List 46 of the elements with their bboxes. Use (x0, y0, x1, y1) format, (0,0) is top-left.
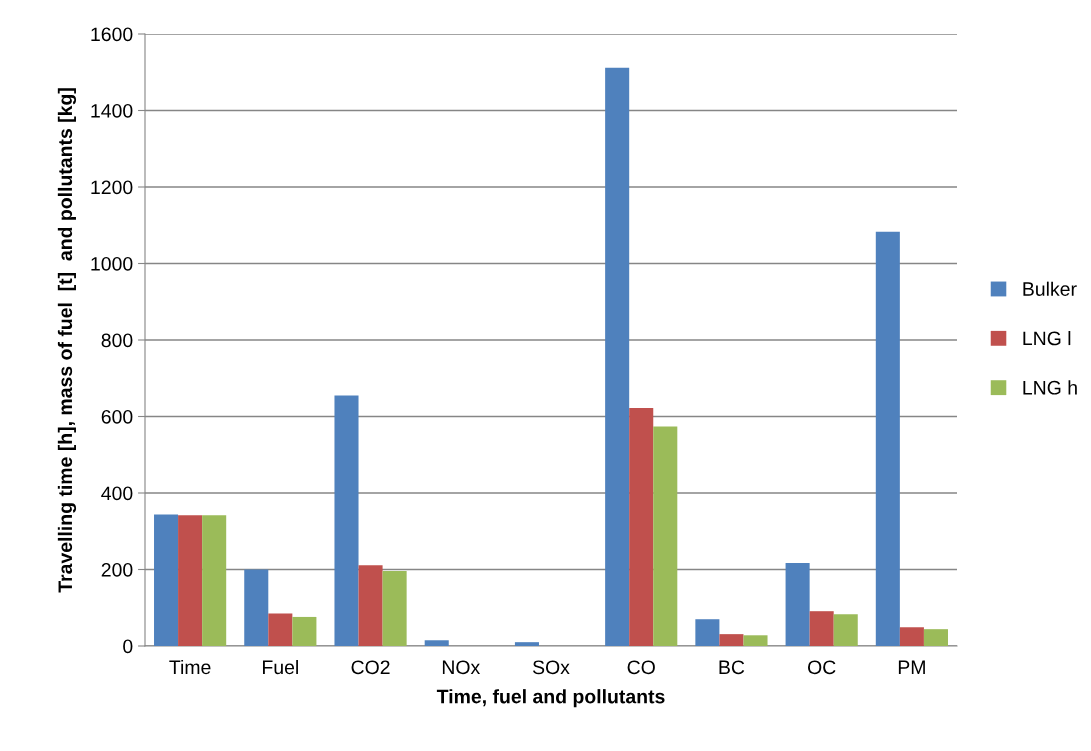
y-axis-title: Travelling time [h], mass of fuel [t] and pollutants [kg] (57, 88, 77, 593)
bar (629, 408, 654, 646)
bar (268, 613, 293, 646)
y-tick-label: 400 (101, 486, 133, 501)
x-tick-label: PM (898, 660, 925, 674)
y-tick-label: 1000 (91, 256, 133, 271)
bar (743, 635, 768, 646)
x-tick-label: OC (808, 660, 836, 675)
y-tick-label: 200 (101, 562, 133, 577)
bar (695, 619, 720, 646)
x-tick-label: CO2 (351, 660, 390, 675)
y-tick-label: 600 (101, 409, 133, 424)
bar (923, 629, 948, 646)
bar (899, 627, 924, 646)
bar (292, 616, 317, 646)
bar (178, 515, 203, 646)
x-tick-label: Time (169, 659, 211, 675)
bar (424, 640, 449, 646)
x-tick-label: CO (627, 660, 655, 675)
bar (653, 426, 678, 646)
bar (244, 569, 269, 646)
bar (334, 395, 359, 646)
x-axis-title: Time, fuel and pollutants (436, 689, 665, 708)
bar (605, 67, 630, 646)
y-tick-label: 800 (101, 333, 133, 348)
y-tick-label: 1200 (91, 180, 133, 195)
bar (719, 634, 744, 646)
legend-label: Bulker (1023, 281, 1077, 296)
x-tick-label: SOx (532, 660, 570, 675)
y-tick-label: 0 (123, 639, 133, 654)
bar (154, 514, 179, 646)
x-tick-label: Fuel (263, 659, 298, 675)
legend-label: LNG l (1023, 330, 1071, 346)
bar (875, 231, 900, 646)
bar (514, 642, 539, 646)
legend-label: LNG h (1023, 380, 1077, 395)
bar (833, 614, 858, 646)
x-tick-label: BC (719, 660, 745, 675)
bar (809, 611, 834, 646)
bar (202, 515, 227, 646)
x-tick-label: NOx (442, 660, 481, 675)
bar (382, 571, 407, 646)
y-tick-label: 1600 (91, 27, 133, 42)
bar (785, 563, 810, 646)
bar (358, 565, 383, 646)
y-tick-label: 1400 (91, 103, 133, 118)
